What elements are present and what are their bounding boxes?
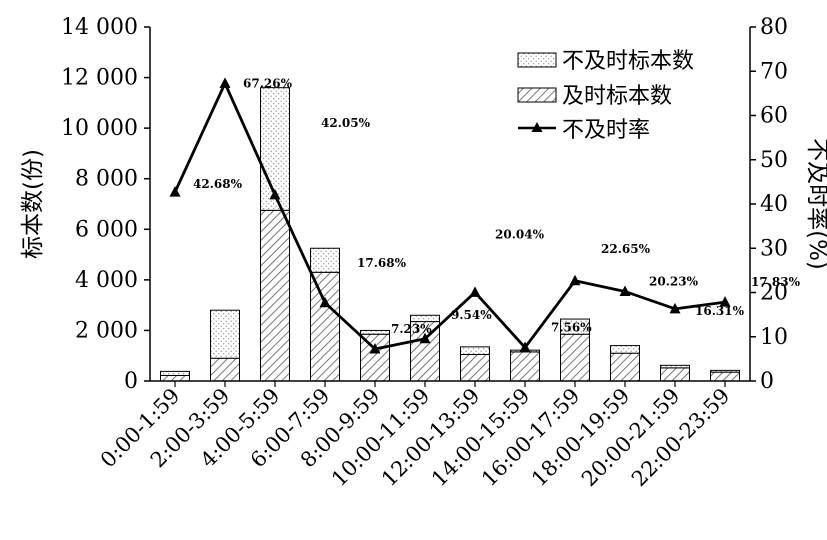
bar-untimely-3 (310, 247, 340, 273)
rate-marker-3 (319, 296, 331, 308)
y-right-tick-label-0: 0 (760, 369, 774, 394)
rate-line (173, 81, 726, 351)
y-left-tick-label-0: 0 (124, 369, 138, 394)
data-label-9: 20.23% (649, 274, 699, 288)
bar-untimely-6 (460, 346, 490, 355)
bar-timely-1 (210, 357, 240, 382)
y-right-tick-label-8: 80 (760, 15, 788, 40)
legend-label-rate: 不及时率 (562, 118, 650, 143)
bar-timely-0 (160, 374, 190, 382)
y-axis-left-ticks: 0 2 000 4 000 6 000 8 000 10 000 12 000 14 000 (61, 15, 150, 394)
data-label-3: 17.68% (357, 256, 407, 270)
y-left-tick-label-6: 12 000 (61, 66, 138, 91)
bar-untimely-4 (360, 329, 390, 335)
y-right-tick-label-2: 20 (760, 281, 788, 306)
bar-untimely-9 (610, 345, 640, 354)
legend: 不及时标本数 及时标本数 不及时率 (517, 49, 694, 143)
rate-marker-7 (519, 341, 531, 353)
x-axis-ticks: 0:00-1:592:00-3:594:00-5:596:00-7:598:00… (96, 381, 735, 491)
y-axis-left-title: 标本数(份) (20, 149, 46, 259)
data-label-6: 20.04% (495, 227, 545, 241)
data-label-5: 9.54% (451, 308, 492, 322)
bar-timely-4 (360, 333, 390, 382)
bar-untimely-10 (660, 364, 690, 369)
data-label-2: 42.05% (321, 116, 371, 130)
y-right-tick-label-6: 60 (760, 104, 788, 129)
y-left-tick-label-4: 8 000 (75, 167, 138, 192)
data-label-0: 42.68% (193, 177, 243, 191)
y-left-tick-label-2: 4 000 (75, 268, 138, 293)
rate-marker-9 (619, 285, 631, 296)
bar-untimely-5 (410, 314, 440, 323)
rate-marker-5 (419, 332, 431, 344)
rate-marker-11 (719, 296, 731, 307)
bars (160, 87, 740, 382)
legend-swatch-untimely (517, 52, 557, 68)
legend-label-untimely: 不及时标本数 (562, 49, 694, 74)
bar-timely-9 (610, 352, 640, 382)
y-axis-right-ticks: 0 10 20 30 40 50 60 70 80 (750, 15, 788, 394)
bar-untimely-8 (560, 318, 590, 335)
y-right-tick-label-5: 50 (760, 148, 788, 173)
y-axis-right-title: 不及时率(%) (804, 138, 827, 270)
y-right-tick-label-7: 70 (760, 59, 788, 84)
y-left-tick-label-1: 2 000 (75, 318, 138, 343)
data-label-4: 7.23% (391, 322, 432, 336)
rate-marker-2 (269, 188, 281, 200)
bar-timely-7 (510, 351, 540, 382)
data-label-8: 22.65% (601, 242, 651, 256)
rate-marker-10 (669, 302, 681, 314)
data-label-1: 67.26% (243, 76, 293, 90)
data-label-7: 7.56% (551, 321, 592, 335)
y-right-tick-label-3: 30 (760, 236, 788, 261)
bar-untimely-11 (710, 369, 740, 373)
rate-marker-1 (219, 77, 231, 88)
legend-marker-rate (531, 122, 543, 132)
bar-timely-3 (310, 271, 340, 382)
data-label-11: 17.83% (751, 275, 801, 289)
rate-marker-0 (169, 186, 181, 197)
bar-timely-10 (660, 367, 690, 382)
legend-swatch-timely (517, 87, 557, 103)
data-labels: 42.68% 67.26% 42.05% 17.68% 7.23% 9.54% 20.04%… (193, 76, 801, 336)
y-left-tick-label-3: 6 000 (75, 217, 138, 242)
y-left-tick-label-5: 10 000 (61, 116, 138, 141)
bar-timely-11 (710, 371, 740, 382)
rate-marker-4 (369, 343, 381, 354)
legend-label-timely: 及时标本数 (562, 84, 672, 109)
line-layer (169, 77, 731, 354)
rate-marker-6 (469, 286, 481, 297)
bar-untimely-1 (210, 309, 240, 359)
y-right-tick-label-1: 10 (760, 325, 788, 350)
data-label-10: 16.31% (695, 304, 745, 318)
bar-timely-6 (460, 353, 490, 382)
y-right-tick-label-4: 40 (760, 192, 788, 217)
bar-untimely-0 (160, 370, 190, 376)
y-left-tick-label-7: 14 000 (61, 15, 138, 40)
bar-timely-8 (560, 333, 590, 382)
bar-timely-2 (260, 209, 290, 382)
rate-marker-8 (569, 274, 581, 286)
